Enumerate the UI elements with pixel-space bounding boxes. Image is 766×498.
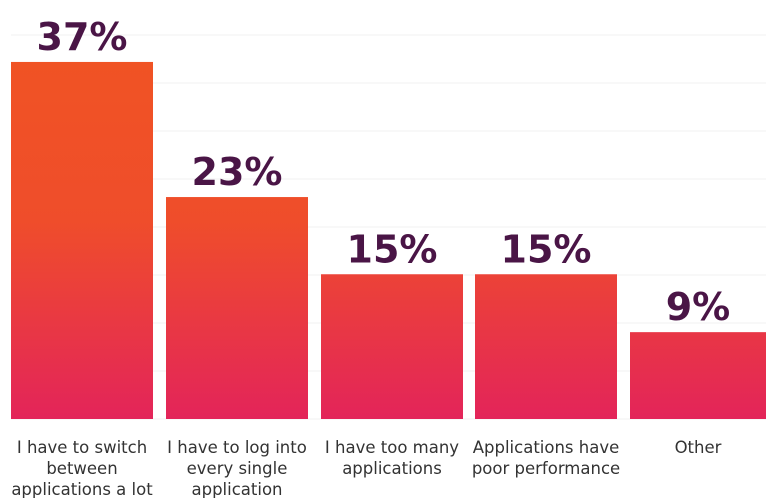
bar-value-label: 15% bbox=[347, 227, 438, 271]
bar bbox=[11, 61, 153, 419]
category-label: I have to log into every single applicat… bbox=[167, 438, 307, 498]
value-labels: 37% 23% 15% 15% 9% bbox=[37, 15, 731, 329]
bar bbox=[166, 197, 308, 419]
bar bbox=[475, 274, 617, 419]
category-label: Applications have poor performance bbox=[471, 438, 621, 478]
bars bbox=[11, 61, 766, 419]
bar-value-label: 9% bbox=[666, 285, 731, 329]
category-label: I have too many applications bbox=[324, 438, 460, 478]
bar-value-label: 23% bbox=[192, 150, 283, 194]
category-label: Other bbox=[674, 438, 722, 457]
bar-value-label: 15% bbox=[501, 227, 592, 271]
category-label: I have to switch between applications a … bbox=[11, 438, 153, 498]
bar bbox=[321, 274, 463, 419]
bar bbox=[630, 332, 766, 419]
bar-value-label: 37% bbox=[37, 15, 128, 59]
